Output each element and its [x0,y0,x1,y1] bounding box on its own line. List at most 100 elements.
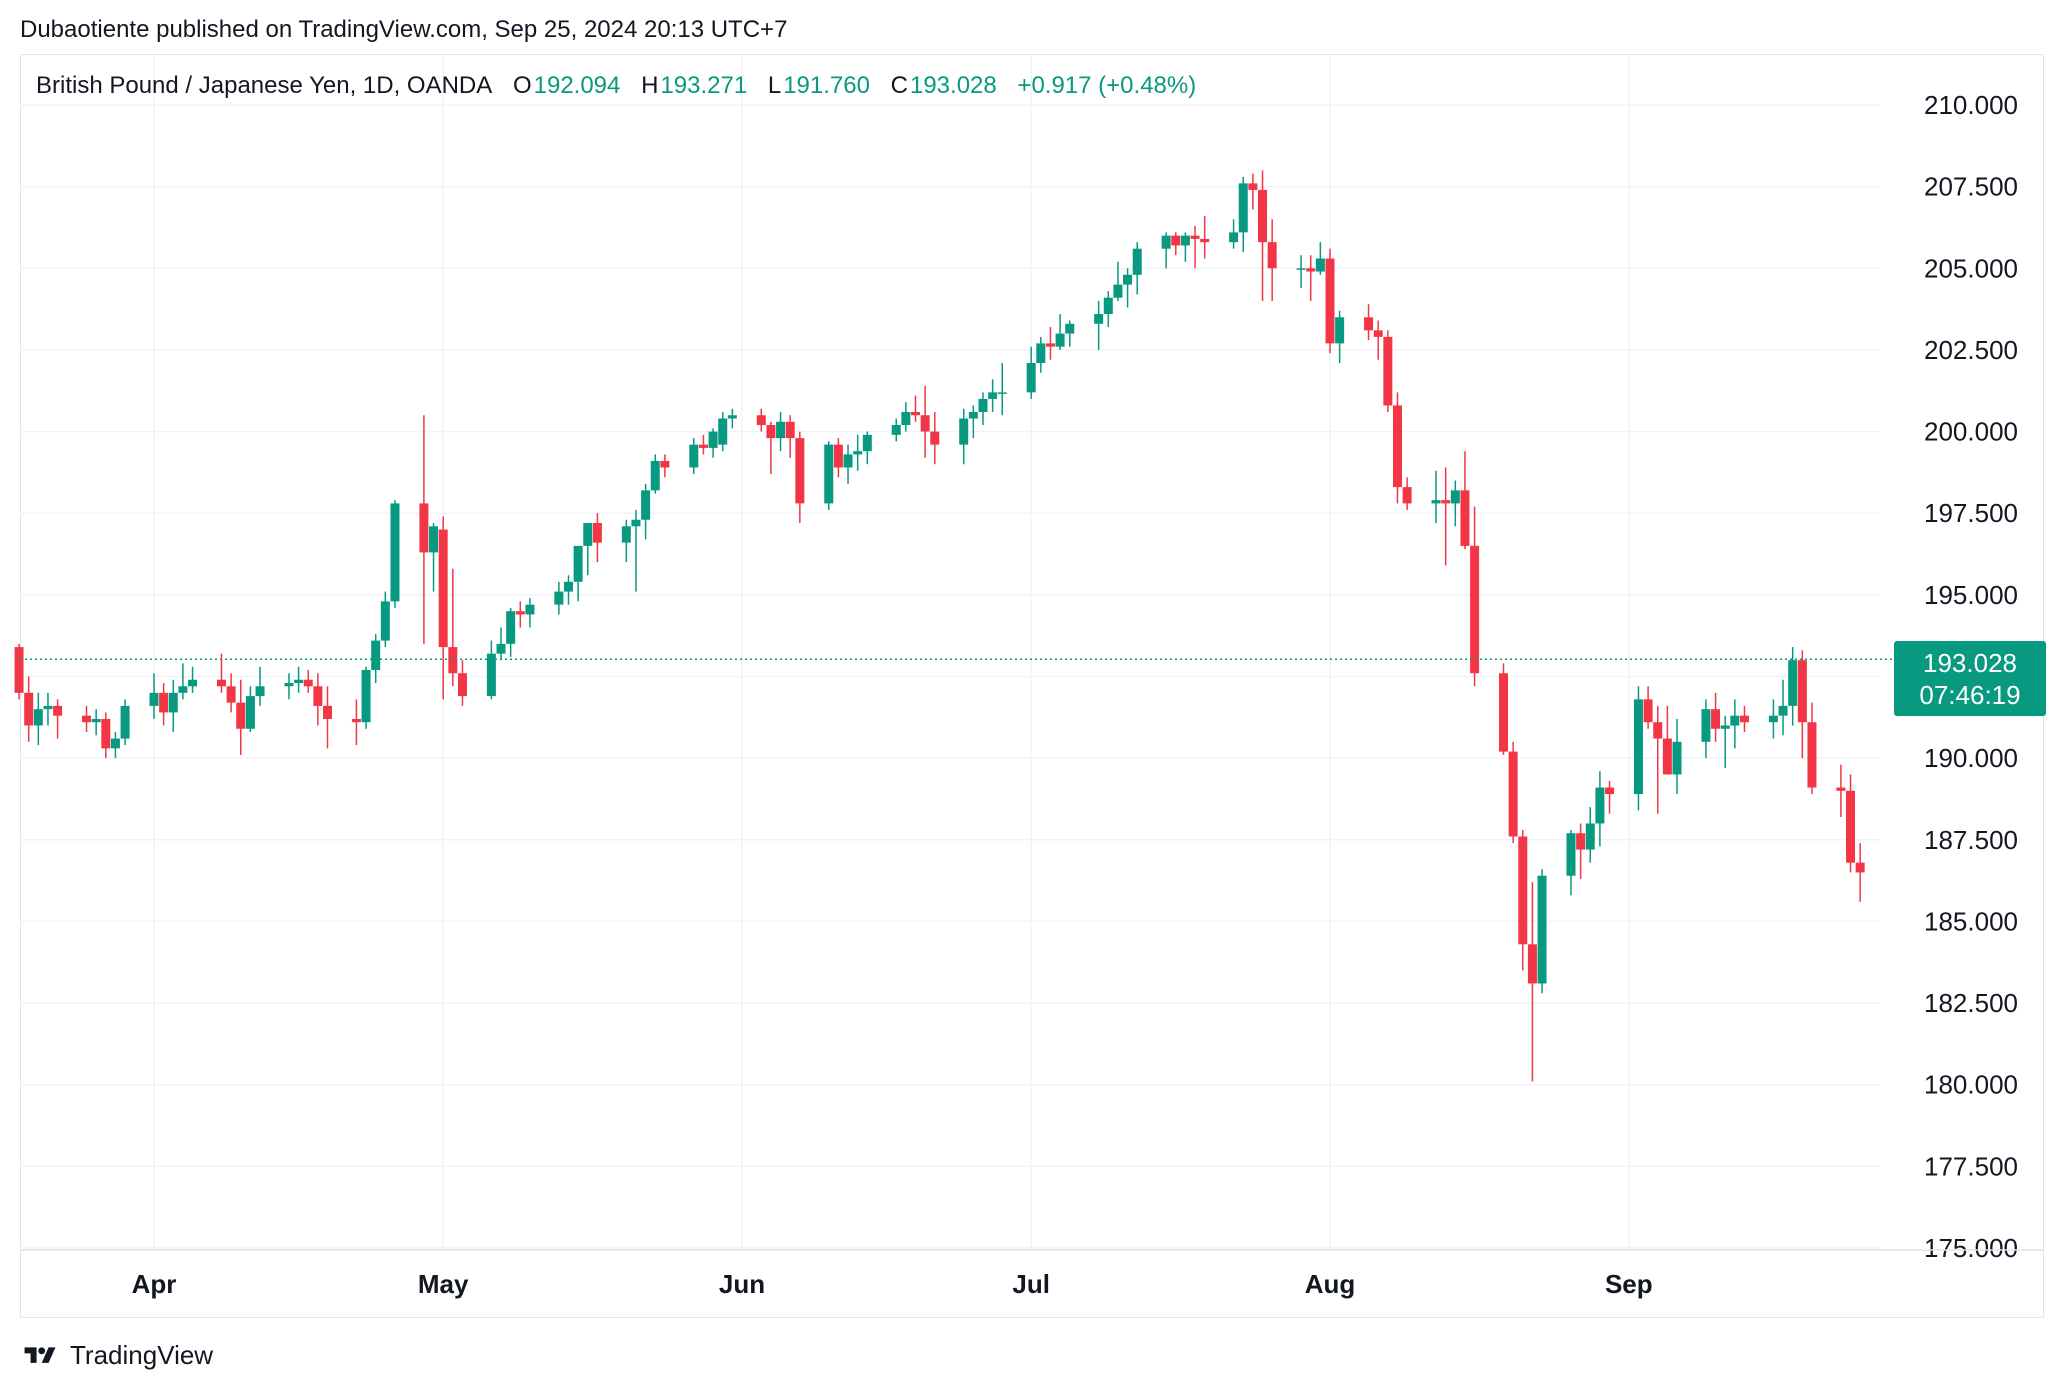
symbol-legend[interactable]: British Pound / Japanese Yen, 1D, OANDA … [36,72,1198,100]
candle [1730,699,1740,749]
candle [448,568,458,687]
candle-body [245,696,255,729]
legend-low-value: 191.760 [783,72,870,99]
candle [1768,699,1778,739]
candle [708,428,718,458]
price-tick-label: 210.000 [1924,90,2018,120]
candle-body [1258,189,1268,243]
candle-body [1315,258,1325,272]
candle-body [506,611,516,644]
candle-body [419,503,429,553]
price-tick-label: 190.000 [1924,743,2018,773]
candle [1836,764,1846,817]
candle-body [1325,258,1335,344]
candle [390,500,400,608]
candle-body [1499,673,1509,752]
candle [631,509,641,592]
candle [101,712,111,759]
candle [236,679,246,755]
candle-body [371,640,381,670]
candle [159,683,169,726]
candle [1094,300,1104,350]
candle [419,415,429,644]
candle-body [862,434,872,452]
candle-body [1190,235,1200,239]
time-tick-label: May [418,1269,469,1299]
candlestick-chart[interactable]: 210.000 207.500 205.000 202.500 200.000 197.5… [0,0,2062,1320]
candle [178,663,188,700]
candle-body [236,702,246,729]
candle-body [303,679,313,687]
candle-body [429,526,439,553]
candle [429,523,439,592]
candle-body [968,411,978,419]
candle-body [843,454,853,468]
candle-body [1200,238,1210,243]
candle-body [978,398,988,412]
candle-body [1633,699,1643,795]
candle [1315,242,1325,275]
candle-body [1229,232,1239,243]
candle [1373,320,1383,360]
candle-body [650,460,660,491]
candle [14,643,24,700]
candle-body [1653,722,1663,739]
candle-body [255,686,265,697]
candle-body [14,647,24,693]
candle-body [216,679,226,687]
candle-body [1662,738,1672,775]
candle [1720,715,1730,768]
candle [1392,392,1402,504]
time-tick-label: Jul [1012,1269,1050,1299]
candle-body [486,653,496,697]
candle [1200,216,1210,259]
candle-body [1441,500,1451,504]
candle-body [294,679,304,684]
candle-body [149,692,159,706]
candle [1045,327,1055,360]
candle-body [1036,343,1046,363]
chart-grid [20,54,1880,1250]
candle-body [1701,709,1711,742]
time-axis: Apr May Jun Jul Aug Sep [20,1249,2044,1299]
price-tick-label: 185.000 [1924,906,2018,936]
candle-body [1238,183,1248,233]
candle [1296,255,1306,288]
candle-body [351,718,361,723]
candle-body [920,415,930,432]
candle-body [438,529,448,648]
candle-body [1113,284,1123,298]
candle-body [824,444,834,504]
candle [438,516,448,700]
candle [323,686,333,749]
candle-body [448,647,458,674]
candle-body [1566,833,1576,876]
tradingview-brand[interactable]: TradingView [20,1340,213,1371]
candle-body [1026,362,1036,393]
candle-body [1855,862,1865,873]
bar-countdown: 07:46:19 [1919,680,2021,711]
candle-body [284,683,294,687]
candle [660,454,670,478]
candle-body [390,503,400,602]
candle-body [82,715,92,723]
candle-body [573,545,583,582]
candle [1643,686,1653,729]
candle [573,545,583,602]
candle [1258,170,1268,301]
candle [1036,336,1046,373]
candle-body [1335,317,1345,344]
candle [1190,225,1200,269]
candle-body [641,490,651,520]
candle [1450,480,1460,527]
candle [1113,261,1123,301]
candle [968,405,978,439]
candle-body [33,709,43,726]
candle [188,666,198,693]
last-price-badge: 193.028 07:46:19 [1894,641,2046,717]
candle-body [1672,741,1682,775]
candle-body [24,692,34,726]
candle-body [563,581,573,592]
candle-body [1267,242,1277,269]
candle [284,673,294,700]
